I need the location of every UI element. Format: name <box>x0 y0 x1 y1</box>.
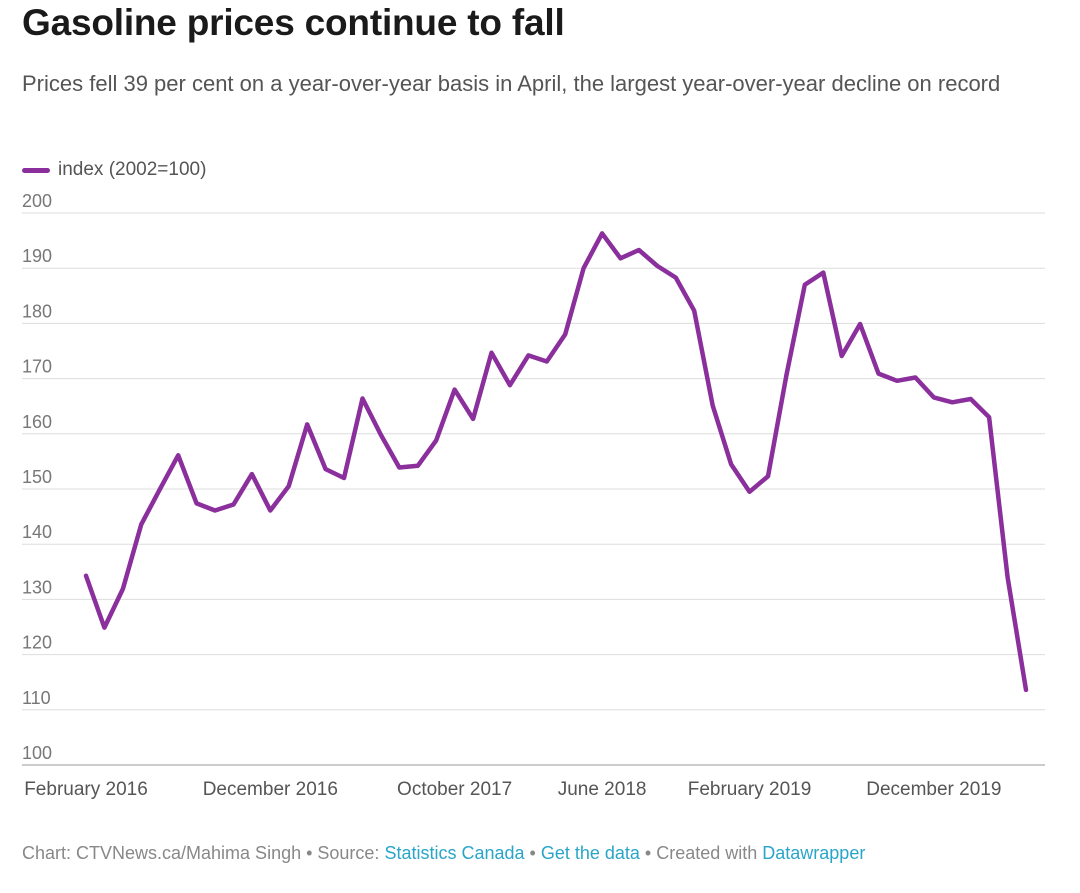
data-point <box>489 351 493 355</box>
data-point <box>932 395 936 399</box>
y-tick-label: 140 <box>22 522 52 542</box>
data-point <box>766 474 770 478</box>
data-point <box>324 467 328 471</box>
footer-created-with: • Created with <box>639 843 763 863</box>
data-point <box>803 283 807 287</box>
chart-footer: Chart: CTVNews.ca/Mahima Singh • Source:… <box>22 843 865 864</box>
data-point <box>268 509 272 513</box>
data-point <box>748 490 752 494</box>
data-point <box>987 415 991 419</box>
get-data-link[interactable]: Get the data <box>540 843 640 863</box>
data-point <box>895 379 899 383</box>
legend-label: index (2002=100) <box>58 159 207 180</box>
data-point <box>213 509 217 513</box>
source-link[interactable]: Statistics Canada <box>384 843 525 863</box>
data-point <box>176 453 180 457</box>
data-point <box>526 353 530 357</box>
data-point <box>637 248 641 252</box>
data-point <box>729 462 733 466</box>
y-tick-label: 170 <box>22 357 52 377</box>
data-point <box>158 488 162 492</box>
data-point <box>1006 575 1010 579</box>
data-point <box>950 400 954 404</box>
data-point <box>397 465 401 469</box>
data-point <box>453 388 457 392</box>
data-point <box>102 626 106 630</box>
chart-title: Gasoline prices continue to fall <box>22 2 565 43</box>
y-tick-label: 200 <box>22 191 52 211</box>
data-point <box>674 276 678 280</box>
data-point <box>1024 688 1028 692</box>
data-point <box>84 574 88 578</box>
data-point <box>139 522 143 526</box>
data-point <box>877 372 881 376</box>
y-tick-label: 180 <box>22 301 52 321</box>
data-point <box>655 264 659 268</box>
x-tick-label: February 2016 <box>24 779 148 800</box>
datawrapper-link[interactable]: Datawrapper <box>762 843 866 863</box>
data-point <box>434 438 438 442</box>
data-point <box>600 231 604 235</box>
data-point <box>858 322 862 326</box>
data-point <box>379 433 383 437</box>
footer-credit: Chart: CTVNews.ca/Mahima Singh • Source: <box>22 843 385 863</box>
data-point <box>711 404 715 408</box>
x-tick-label: June 2018 <box>558 779 647 800</box>
chart-subtitle: Prices fell 39 per cent on a year-over-y… <box>22 71 1001 96</box>
data-point <box>416 464 420 468</box>
data-point <box>231 502 235 506</box>
data-point <box>784 373 788 377</box>
data-point <box>563 332 567 336</box>
data-point <box>545 359 549 363</box>
legend: index (2002=100) <box>22 159 206 181</box>
y-tick-label: 120 <box>22 633 52 653</box>
y-tick-label: 150 <box>22 467 52 487</box>
data-point <box>913 375 917 379</box>
x-tick-label: December 2016 <box>203 779 338 800</box>
series-line <box>83 231 1029 693</box>
data-point <box>619 256 623 260</box>
footer-separator: • <box>524 843 541 863</box>
x-tick-label: October 2017 <box>397 779 512 800</box>
data-point <box>360 396 364 400</box>
data-point <box>250 472 254 476</box>
y-tick-label: 130 <box>22 577 52 597</box>
data-point <box>840 354 844 358</box>
data-point <box>582 266 586 270</box>
y-tick-label: 110 <box>22 688 51 708</box>
data-point <box>692 309 696 313</box>
x-tick-label: December 2019 <box>866 779 1001 800</box>
data-point <box>121 587 125 591</box>
data-point <box>287 484 291 488</box>
data-point <box>305 422 309 426</box>
x-tick-label: February 2019 <box>688 779 812 800</box>
data-point <box>508 383 512 387</box>
y-tick-label: 100 <box>22 743 52 763</box>
legend-swatch <box>22 167 50 173</box>
data-point <box>969 397 973 401</box>
data-point <box>342 476 346 480</box>
data-point <box>821 271 825 275</box>
y-tick-label: 160 <box>22 412 52 432</box>
data-point <box>195 501 199 505</box>
data-point <box>471 417 475 421</box>
y-tick-label: 190 <box>22 246 52 266</box>
